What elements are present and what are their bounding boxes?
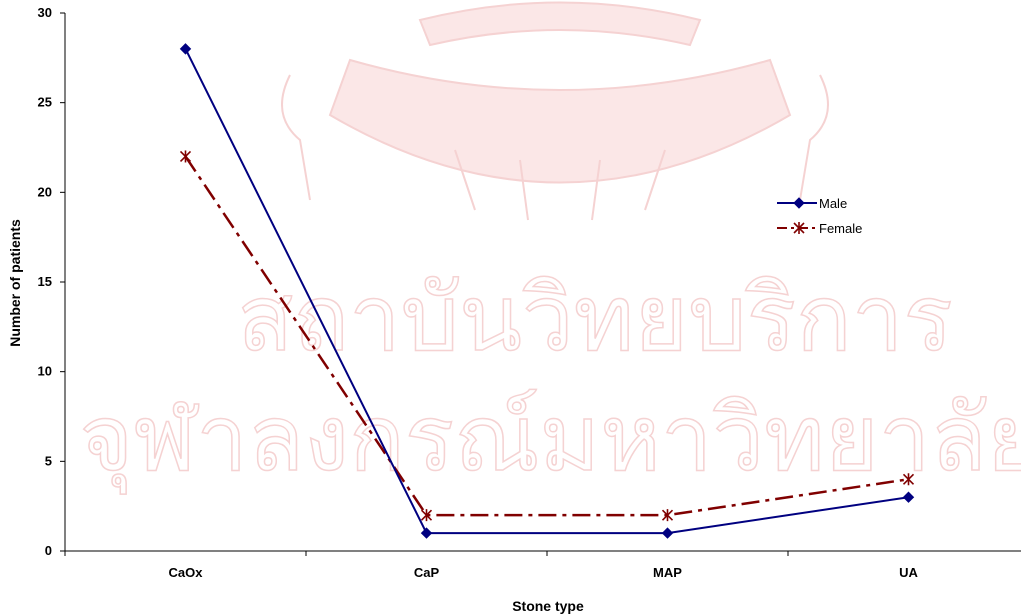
x-ticks: CaOx CaP MAP UA [64,551,918,580]
y-tick-label: 30 [38,5,52,20]
y-axis-title: Number of patients [7,219,23,347]
female-point [420,509,433,522]
series-lines [184,48,909,535]
watermark-line-2: จุฬาลงกรณ์มหาวิทยาลัย [79,385,1021,495]
y-tick-label: 15 [38,274,52,289]
y-tick-label: 10 [38,364,52,379]
x-axis-title: Stone type [512,598,584,614]
x-tick-label: UA [899,565,918,580]
watermark-line-1: สถาบันวิทยบริการ [237,265,953,372]
female-point [902,473,915,486]
male-point [420,527,433,539]
y-ticks: 0 5 10 15 20 25 30 [38,5,65,558]
legend: Male Female [777,196,862,236]
female-point [661,509,674,522]
male-point [179,43,192,55]
series-markers [179,43,915,539]
legend-female-label: Female [819,221,862,236]
y-tick-label: 0 [45,543,52,558]
female-point [179,150,192,163]
y-tick-label: 25 [38,95,52,110]
watermark: สถาบันวิทยบริการ จุฬาลงกรณ์มหาวิทยาลัย [79,1,1021,496]
x-tick-label: CaOx [169,565,204,580]
x-tick-label: CaP [414,565,440,580]
y-tick-label: 20 [38,184,52,199]
male-point [902,491,915,503]
male-point [661,527,674,539]
female-series-line [184,155,909,517]
x-tick-label: MAP [653,565,682,580]
legend-female-marker [793,222,805,234]
male-series-line [184,48,909,535]
y-tick-label: 5 [45,453,52,468]
watermark-emblem [281,1,829,221]
legend-male-label: Male [819,196,847,211]
legend-male-marker [793,197,805,209]
